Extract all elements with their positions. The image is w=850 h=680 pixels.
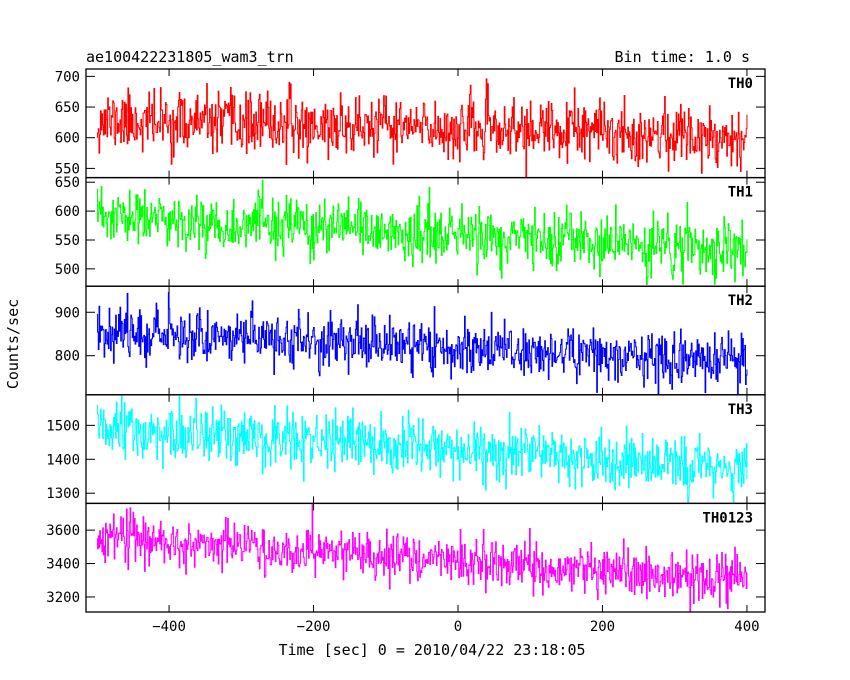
y-tick-label: 1300 — [46, 486, 80, 502]
series-line-th1 — [96, 179, 748, 286]
panel-label-th1: TH1 — [728, 185, 753, 201]
panel-label-th3: TH3 — [728, 402, 753, 418]
panel-label-th2: TH2 — [728, 293, 753, 309]
bin-time-label: Bin time: 1.0 s — [615, 48, 750, 66]
panel-frame — [85, 394, 766, 505]
y-tick-label: 1500 — [46, 418, 80, 434]
y-tick-label: 700 — [55, 69, 80, 85]
panel-label-th0: TH0 — [728, 76, 753, 92]
y-tick-label: 550 — [55, 233, 80, 249]
panel-th3: 1300 1400 1500 TH3 — [46, 394, 766, 505]
y-tick-label: 600 — [55, 131, 80, 147]
y-tick-label: 900 — [55, 305, 80, 321]
x-axis-label: Time [sec] 0 = 2010/04/22 23:18:05 — [278, 641, 585, 659]
x-tick-label: −200 — [297, 619, 331, 635]
y-tick-label: 650 — [55, 100, 80, 116]
y-tick-label: 550 — [55, 161, 80, 177]
y-tick-label: 3600 — [46, 523, 80, 539]
panel-th1: 500 550 600 650 TH1 — [55, 175, 766, 287]
x-tick-label: 0 — [454, 619, 462, 635]
y-tick-label: 3400 — [46, 557, 80, 573]
series-line-th3 — [96, 394, 748, 504]
panel-label-th0123: TH0123 — [702, 510, 753, 526]
y-tick-label: 1400 — [46, 452, 80, 468]
y-tick-label: 500 — [55, 262, 80, 278]
y-tick-label: 650 — [55, 175, 80, 191]
panel-th0: 550 600 650 700 TH0 — [55, 68, 766, 179]
series-line-th2 — [96, 292, 748, 395]
x-tick-label: −400 — [152, 619, 186, 635]
panel-th0123: 3200 3400 3600 TH0123 — [46, 502, 766, 613]
panels-group: 550 600 650 700 TH0 500 550 600 650 TH1 800 900 TH2 1… — [46, 68, 766, 635]
panel-th2: 800 900 TH2 — [55, 285, 766, 396]
series-line-th0123 — [96, 503, 748, 612]
panel-frame — [85, 502, 766, 613]
y-tick-label: 3200 — [46, 590, 80, 606]
y-tick-label: 800 — [55, 349, 80, 365]
x-tick-label: 200 — [590, 619, 615, 635]
y-axis-label: Counts/sec — [4, 299, 22, 389]
series-line-th0 — [96, 78, 748, 178]
x-tick-label: 400 — [734, 619, 759, 635]
y-tick-label: 600 — [55, 204, 80, 220]
chart-title: ae100422231805_wam3_trn — [86, 48, 294, 66]
